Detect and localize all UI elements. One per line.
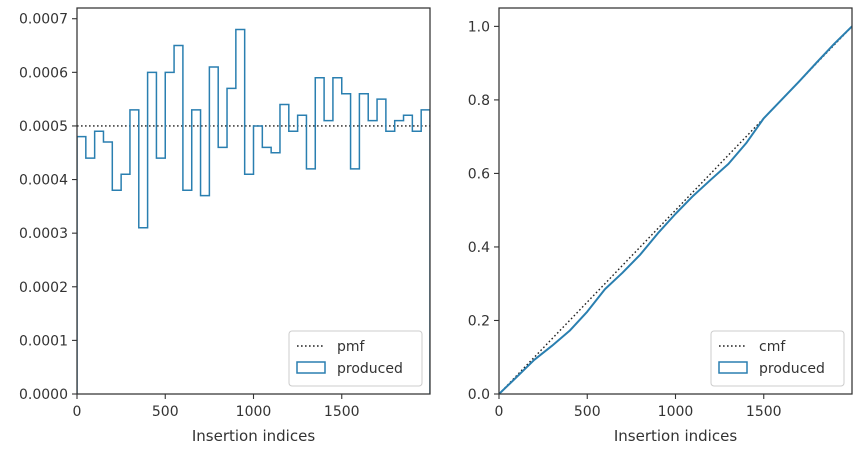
histogram-bin	[271, 153, 280, 394]
x-tick-label: 1500	[324, 404, 360, 420]
histogram-bin	[174, 46, 183, 394]
y-tick-label: 0.0	[468, 387, 490, 403]
histogram-bin	[121, 174, 130, 394]
histogram-bin	[139, 228, 148, 394]
y-tick-label: 0.8	[468, 93, 490, 109]
y-tick-label: 0.0003	[19, 226, 68, 242]
histogram-bin	[245, 174, 254, 394]
histogram-bin	[165, 72, 174, 394]
right-panel-cumulative: 0 500 1000 1500 0.0 0.2 0.4 0.6 0.8 1.0 Insertion …	[468, 7, 853, 445]
legend: cmf produced	[710, 330, 845, 387]
histogram-bin	[236, 29, 245, 394]
x-tick-label: 1000	[658, 404, 694, 420]
histogram-bin	[280, 105, 289, 395]
x-tick-label: 500	[574, 404, 601, 420]
histogram-bin	[192, 110, 201, 394]
histogram-bin	[77, 137, 86, 394]
legend-label-produced: produced	[337, 361, 403, 377]
histogram-bin	[227, 88, 236, 394]
x-tick-label: 500	[152, 404, 179, 420]
y-tick-label: 0.0000	[19, 387, 68, 403]
histogram-bin	[156, 158, 165, 394]
x-tick-label: 0	[495, 404, 504, 420]
histogram-bin	[130, 110, 139, 394]
y-tick-label: 0.0007	[19, 12, 68, 28]
histogram-bin	[95, 131, 104, 394]
x-axis-label: Insertion indices	[192, 427, 315, 445]
histogram-bin	[112, 190, 121, 394]
y-tick-label: 0.4	[468, 240, 490, 256]
histogram-bin	[209, 67, 218, 394]
x-axis-label: Insertion indices	[614, 427, 737, 445]
left-panel-histogram: 0 500 1000 1500 0.0000 0.0001 0.0002 0.0003 0.00…	[19, 7, 431, 445]
y-tick-label: 0.0001	[19, 333, 68, 349]
y-tick-label: 0.0002	[19, 280, 68, 296]
x-tick-label: 1000	[236, 404, 272, 420]
histogram-bin	[254, 126, 263, 394]
x-tick-label: 1500	[746, 404, 782, 420]
histogram-bin	[103, 142, 112, 394]
plot-area	[499, 25, 852, 394]
histogram-bin	[86, 158, 95, 394]
histogram-bin	[201, 196, 210, 394]
legend: pmf produced	[288, 330, 423, 387]
histogram-bin	[148, 72, 157, 394]
y-tick-label: 0.0005	[19, 119, 68, 135]
y-tick-label: 1.0	[468, 19, 490, 35]
legend-swatch-produced	[296, 361, 326, 374]
histogram-bin	[262, 147, 271, 394]
y-tick-label: 0.2	[468, 313, 490, 329]
plot-area	[77, 28, 430, 395]
histogram-bin	[183, 190, 192, 394]
legend-swatch-produced	[718, 361, 748, 374]
histogram-bin	[218, 147, 227, 394]
y-tick-label: 0.0006	[19, 65, 68, 81]
y-tick-label: 0.6	[468, 166, 490, 182]
legend-label-produced: produced	[759, 361, 825, 377]
legend-label-pmf: pmf	[337, 339, 366, 355]
histogram-outline	[77, 28, 430, 394]
y-tick-label: 0.0004	[19, 173, 68, 189]
legend-label-cmf: cmf	[759, 339, 786, 355]
x-tick-label: 0	[73, 404, 82, 420]
